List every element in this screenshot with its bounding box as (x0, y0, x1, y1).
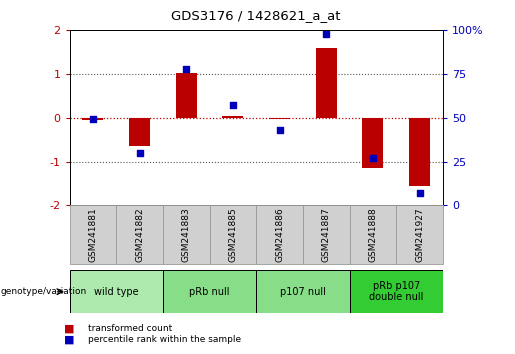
Text: transformed count: transformed count (88, 324, 172, 333)
Text: GSM241888: GSM241888 (368, 207, 377, 262)
Bar (316, 47, 337, 118)
Text: pRb p107
double null: pRb p107 double null (369, 281, 423, 303)
Point (182, 66, 191, 72)
Point (89, 116, 97, 122)
Bar (163, 205, 210, 264)
Bar (82, 118, 104, 120)
Text: GSM241887: GSM241887 (322, 207, 331, 262)
Bar (70, 270, 163, 313)
Bar (256, 205, 303, 264)
Bar (222, 115, 244, 118)
Bar (256, 270, 350, 313)
Point (416, 190, 424, 196)
Bar (396, 205, 443, 264)
Text: GSM241927: GSM241927 (415, 207, 424, 262)
Bar (176, 73, 197, 118)
Text: percentile rank within the sample: percentile rank within the sample (88, 335, 241, 344)
Bar (350, 205, 396, 264)
Text: genotype/variation: genotype/variation (1, 287, 87, 296)
Bar (363, 118, 383, 168)
Bar (163, 270, 256, 313)
Bar (129, 118, 150, 146)
Bar (210, 205, 256, 264)
Bar (70, 205, 116, 264)
Point (276, 127, 284, 133)
Point (135, 150, 144, 155)
Point (322, 31, 330, 36)
Point (369, 155, 377, 161)
Text: wild type: wild type (94, 287, 139, 297)
Point (229, 103, 237, 108)
Text: GSM241885: GSM241885 (228, 207, 237, 262)
Bar (350, 270, 443, 313)
Bar (303, 205, 350, 264)
Bar (409, 118, 430, 185)
Text: GSM241883: GSM241883 (182, 207, 191, 262)
Text: ■: ■ (64, 324, 75, 333)
Text: GSM241882: GSM241882 (135, 207, 144, 262)
Bar (116, 205, 163, 264)
Text: GSM241886: GSM241886 (275, 207, 284, 262)
Text: GSM241881: GSM241881 (89, 207, 97, 262)
Text: p107 null: p107 null (280, 287, 326, 297)
Text: pRb null: pRb null (190, 287, 230, 297)
Text: ■: ■ (64, 335, 75, 345)
Text: GDS3176 / 1428621_a_at: GDS3176 / 1428621_a_at (171, 9, 341, 22)
Bar (269, 118, 290, 119)
